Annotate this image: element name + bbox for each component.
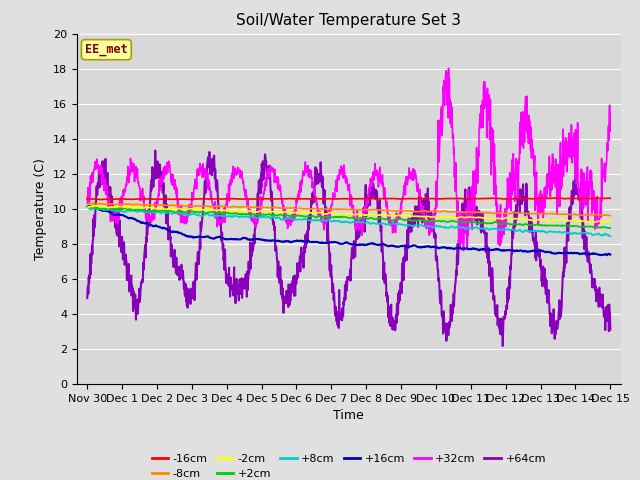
Legend: -16cm, -8cm, -2cm, +2cm, +8cm, +16cm, +32cm, +64cm: -16cm, -8cm, -2cm, +2cm, +8cm, +16cm, +3…: [147, 449, 550, 480]
X-axis label: Time: Time: [333, 409, 364, 422]
Y-axis label: Temperature (C): Temperature (C): [35, 158, 47, 260]
Text: EE_met: EE_met: [85, 43, 128, 56]
Title: Soil/Water Temperature Set 3: Soil/Water Temperature Set 3: [236, 13, 461, 28]
